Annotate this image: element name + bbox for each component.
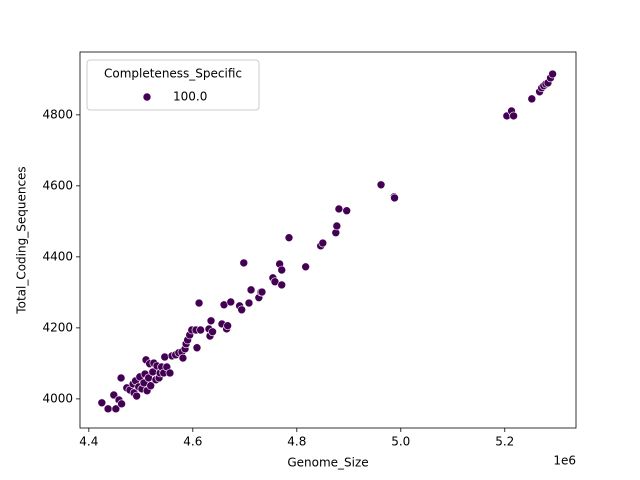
point: [103, 404, 113, 414]
point: [146, 381, 156, 391]
point: [237, 305, 246, 315]
point: [548, 69, 557, 79]
point: [194, 298, 204, 308]
point: [223, 321, 232, 331]
point: [301, 262, 310, 272]
point: [109, 390, 119, 400]
point: [116, 373, 126, 383]
x-tick-label: 4.4: [79, 435, 98, 449]
point: [160, 352, 170, 362]
y-tick-label: 4200: [42, 320, 73, 334]
point: [342, 206, 352, 216]
point: [196, 325, 205, 335]
x-tick-label: 4.8: [287, 435, 306, 449]
point: [97, 398, 107, 408]
point: [277, 280, 287, 290]
x-axis-label: Genome_Size: [287, 456, 368, 470]
y-tick-label: 4800: [42, 107, 73, 121]
y-axis-label: Total_Coding_Sequences: [15, 166, 29, 314]
point: [376, 180, 386, 190]
legend-marker: [142, 92, 152, 102]
point: [509, 111, 518, 121]
point: [527, 94, 537, 104]
point: [132, 391, 141, 401]
y-tick-label: 4000: [42, 391, 73, 405]
point: [284, 233, 294, 242]
point: [192, 343, 202, 353]
point: [257, 287, 267, 297]
legend-box: [86, 59, 260, 111]
x-tick-label: 4.6: [183, 435, 202, 449]
point: [165, 368, 175, 378]
x-tick-label: 5.2: [495, 435, 514, 449]
point: [226, 297, 236, 307]
point: [246, 285, 256, 295]
legend-label: 100.0: [173, 90, 207, 104]
point: [239, 258, 249, 268]
point: [277, 265, 287, 275]
point: [390, 193, 399, 203]
point: [206, 316, 216, 326]
point: [334, 204, 344, 214]
legend-title: Completeness_Specific: [104, 67, 242, 81]
point: [111, 404, 121, 414]
plot-frame: [79, 51, 577, 429]
point: [178, 353, 188, 363]
x-tick-label: 5.0: [391, 435, 410, 449]
y-tick-label: 4400: [42, 249, 73, 263]
point: [117, 399, 126, 409]
point: [208, 327, 217, 337]
point: [244, 298, 254, 308]
point: [318, 238, 328, 248]
y-tick-label: 4600: [42, 178, 73, 192]
x-offset-label: 1e6: [553, 454, 576, 468]
point: [332, 221, 342, 231]
